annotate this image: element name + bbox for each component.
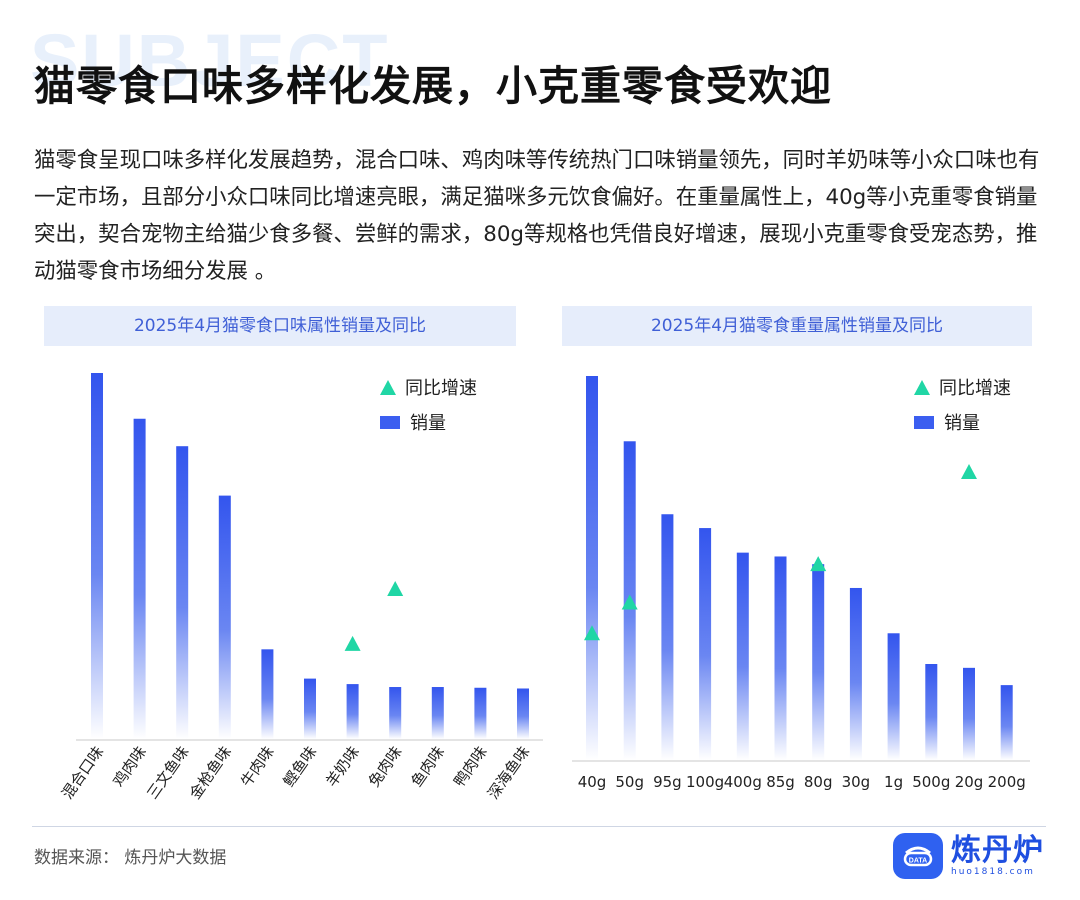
sales-bar bbox=[389, 687, 402, 739]
legend-item-sales: 销量 bbox=[380, 409, 446, 435]
x-tick-label: 羊奶味 bbox=[322, 743, 363, 790]
legend-growth-label: 同比增速 bbox=[405, 378, 477, 399]
data-source: 数据来源： 炼丹炉大数据 bbox=[34, 848, 227, 868]
sales-bar bbox=[431, 687, 444, 739]
sales-bar bbox=[963, 667, 975, 760]
footer-divider bbox=[32, 826, 1046, 827]
logo-name: 炼丹炉 bbox=[951, 833, 1044, 868]
x-tick-label: 100g bbox=[686, 773, 724, 791]
bar-swatch-icon bbox=[380, 415, 400, 429]
x-tick-label: 500g bbox=[912, 773, 950, 791]
x-tick-label: 1g bbox=[884, 773, 903, 791]
x-tick-label: 40g bbox=[578, 773, 607, 791]
x-tick-label: 牛肉味 bbox=[237, 743, 278, 790]
legend-item-growth: 同比增速 bbox=[380, 374, 477, 400]
x-tick-label: 85g bbox=[766, 773, 795, 791]
sales-bar bbox=[133, 418, 146, 739]
weight-chart: 40g 50g 95g 100g 400g 85g 80g 30g 1g 500g 20g 200g bbox=[572, 376, 1030, 791]
growth-marker bbox=[387, 580, 404, 596]
sales-bar bbox=[1000, 685, 1013, 760]
legend-item-sales: 销量 bbox=[914, 409, 980, 435]
sales-bar bbox=[887, 633, 900, 760]
legend-sales-label: 销量 bbox=[410, 413, 446, 434]
growth-marker bbox=[584, 625, 600, 641]
logo-badge-text: DATA bbox=[909, 858, 927, 865]
sales-bar bbox=[812, 564, 825, 760]
growth-marker bbox=[810, 556, 827, 572]
sales-bar bbox=[774, 556, 787, 760]
x-tick-label: 30g bbox=[842, 773, 871, 791]
sales-bar bbox=[849, 587, 862, 760]
x-tick-label: 鸭肉味 bbox=[450, 743, 491, 790]
bar-swatch-icon bbox=[914, 415, 934, 429]
sales-bar bbox=[474, 687, 487, 739]
sales-bar bbox=[517, 688, 529, 739]
growth-marker bbox=[961, 464, 977, 479]
x-tick-label: 20g bbox=[955, 773, 984, 791]
legend-growth-label: 同比增速 bbox=[939, 378, 1011, 399]
description-paragraph: 猫零食呈现口味多样化发展趋势，混合口味、鸡肉味等传统热门口味销量领先，同时羊奶味… bbox=[34, 148, 1040, 284]
growth-marker bbox=[344, 635, 361, 651]
sales-bar bbox=[304, 678, 316, 739]
sales-bar bbox=[699, 528, 712, 760]
x-tick-label: 200g bbox=[988, 773, 1026, 791]
logo-badge-icon: DATA bbox=[893, 833, 943, 879]
sales-bar bbox=[346, 684, 359, 739]
chart-title-weight: 2025年4月猫零食重量属性销量及同比 bbox=[562, 306, 1032, 346]
cup-icon: DATA bbox=[903, 846, 933, 867]
sales-bar bbox=[218, 495, 231, 739]
x-tick-label: 95g bbox=[653, 773, 682, 791]
x-tick-label: 鲣鱼味 bbox=[280, 743, 321, 790]
x-tick-label: 鱼肉味 bbox=[408, 743, 449, 790]
page-title: 猫零食口味多样化发展，小克重零食受欢迎 bbox=[34, 62, 832, 110]
x-tick-label: 鸡肉味 bbox=[109, 743, 150, 790]
background-watermark-text: SUBJECT bbox=[30, 19, 390, 102]
x-tick-label: 金枪鱼味 bbox=[186, 743, 235, 802]
brand-logo[interactable]: DATA 炼丹炉 huo1818.com bbox=[893, 833, 1044, 879]
sales-bar bbox=[261, 649, 274, 739]
sales-bar bbox=[925, 664, 938, 760]
x-tick-label: 三文鱼味 bbox=[143, 743, 192, 802]
sales-bar bbox=[586, 376, 598, 760]
sales-bar bbox=[176, 446, 189, 739]
legend-sales-label: 销量 bbox=[944, 413, 980, 434]
x-tick-label: 80g bbox=[804, 773, 833, 791]
chart-title-flavor: 2025年4月猫零食口味属性销量及同比 bbox=[44, 306, 516, 346]
x-tick-label: 400g bbox=[724, 773, 762, 791]
legend-item-growth: 同比增速 bbox=[914, 374, 1011, 400]
triangle-marker-icon bbox=[380, 379, 396, 395]
triangle-marker-icon bbox=[914, 379, 930, 395]
x-tick-label: 深海鱼味 bbox=[484, 743, 533, 802]
x-tick-label: 混合口味 bbox=[58, 743, 107, 802]
x-tick-label: 50g bbox=[615, 773, 644, 791]
sales-bar bbox=[736, 552, 749, 760]
growth-marker bbox=[621, 594, 638, 610]
sales-bar bbox=[91, 373, 103, 739]
sales-bar bbox=[661, 514, 674, 760]
logo-url: huo1818.com bbox=[951, 867, 1035, 877]
x-tick-label: 兔肉味 bbox=[365, 743, 406, 790]
